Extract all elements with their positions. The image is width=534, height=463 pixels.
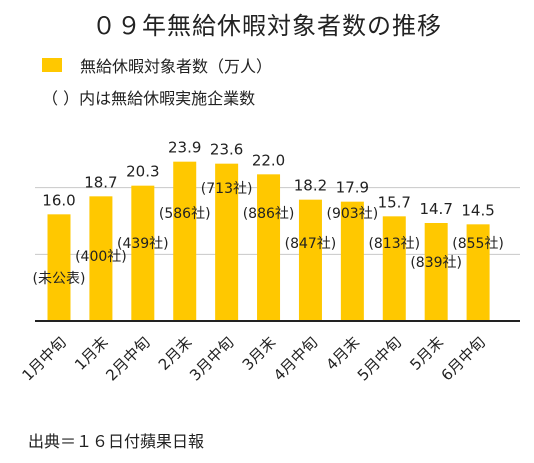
company-label: (855社) <box>452 236 504 252</box>
x-tick-label: 1月中旬 <box>19 333 70 384</box>
value-label: 18.7 <box>84 173 117 191</box>
legend-series: 無給休暇対象者数（万人） <box>42 53 272 77</box>
bar <box>47 214 71 321</box>
value-label: 15.7 <box>378 193 411 211</box>
company-label: (439社) <box>117 236 169 252</box>
company-label: (903社) <box>327 206 379 222</box>
legend-note: （ ）内は無給休暇実施企業数 <box>42 85 255 109</box>
value-label: 16.0 <box>42 191 75 209</box>
company-label: (未公表) <box>33 271 86 287</box>
bar <box>131 185 155 321</box>
bar <box>466 224 490 321</box>
company-label: (586社) <box>159 206 211 222</box>
x-tick-label: 5月中旬 <box>354 333 405 384</box>
company-label: (886社) <box>243 206 295 222</box>
source-note: 出典＝１６日付蘋果日報 <box>28 432 205 451</box>
value-label: 23.6 <box>210 141 243 159</box>
company-label: (847社) <box>285 236 337 252</box>
value-label: 18.2 <box>294 177 327 195</box>
bar <box>424 223 448 321</box>
bar <box>340 201 364 321</box>
value-label: 23.9 <box>168 139 201 157</box>
value-label: 17.9 <box>336 179 369 197</box>
value-label: 22.0 <box>252 151 285 169</box>
legend-series-label: 無給休暇対象者数（万人） <box>80 57 273 76</box>
bar <box>382 216 406 321</box>
bar <box>215 163 239 321</box>
x-tick-label: 6月中旬 <box>438 333 489 384</box>
company-label: (839社) <box>410 255 462 271</box>
chart-title: ０９年無給休暇対象者数の推移 <box>92 12 442 40</box>
value-label: 20.3 <box>126 163 159 181</box>
bar <box>257 174 281 321</box>
bar <box>298 199 322 321</box>
company-label: (713社) <box>201 181 253 197</box>
x-tick-label: 2月中旬 <box>102 333 153 384</box>
legend-note-label: （ ）内は無給休暇実施企業数 <box>42 89 256 108</box>
company-label: (400社) <box>75 249 127 265</box>
legend-swatch <box>42 58 62 72</box>
company-label: (813社) <box>368 236 420 252</box>
x-tick-label: 4月中旬 <box>270 333 321 384</box>
bar <box>89 196 113 321</box>
value-label: 14.7 <box>419 200 452 218</box>
x-tick-label: 3月中旬 <box>186 333 237 384</box>
value-label: 14.5 <box>461 201 494 219</box>
bar <box>173 161 197 321</box>
